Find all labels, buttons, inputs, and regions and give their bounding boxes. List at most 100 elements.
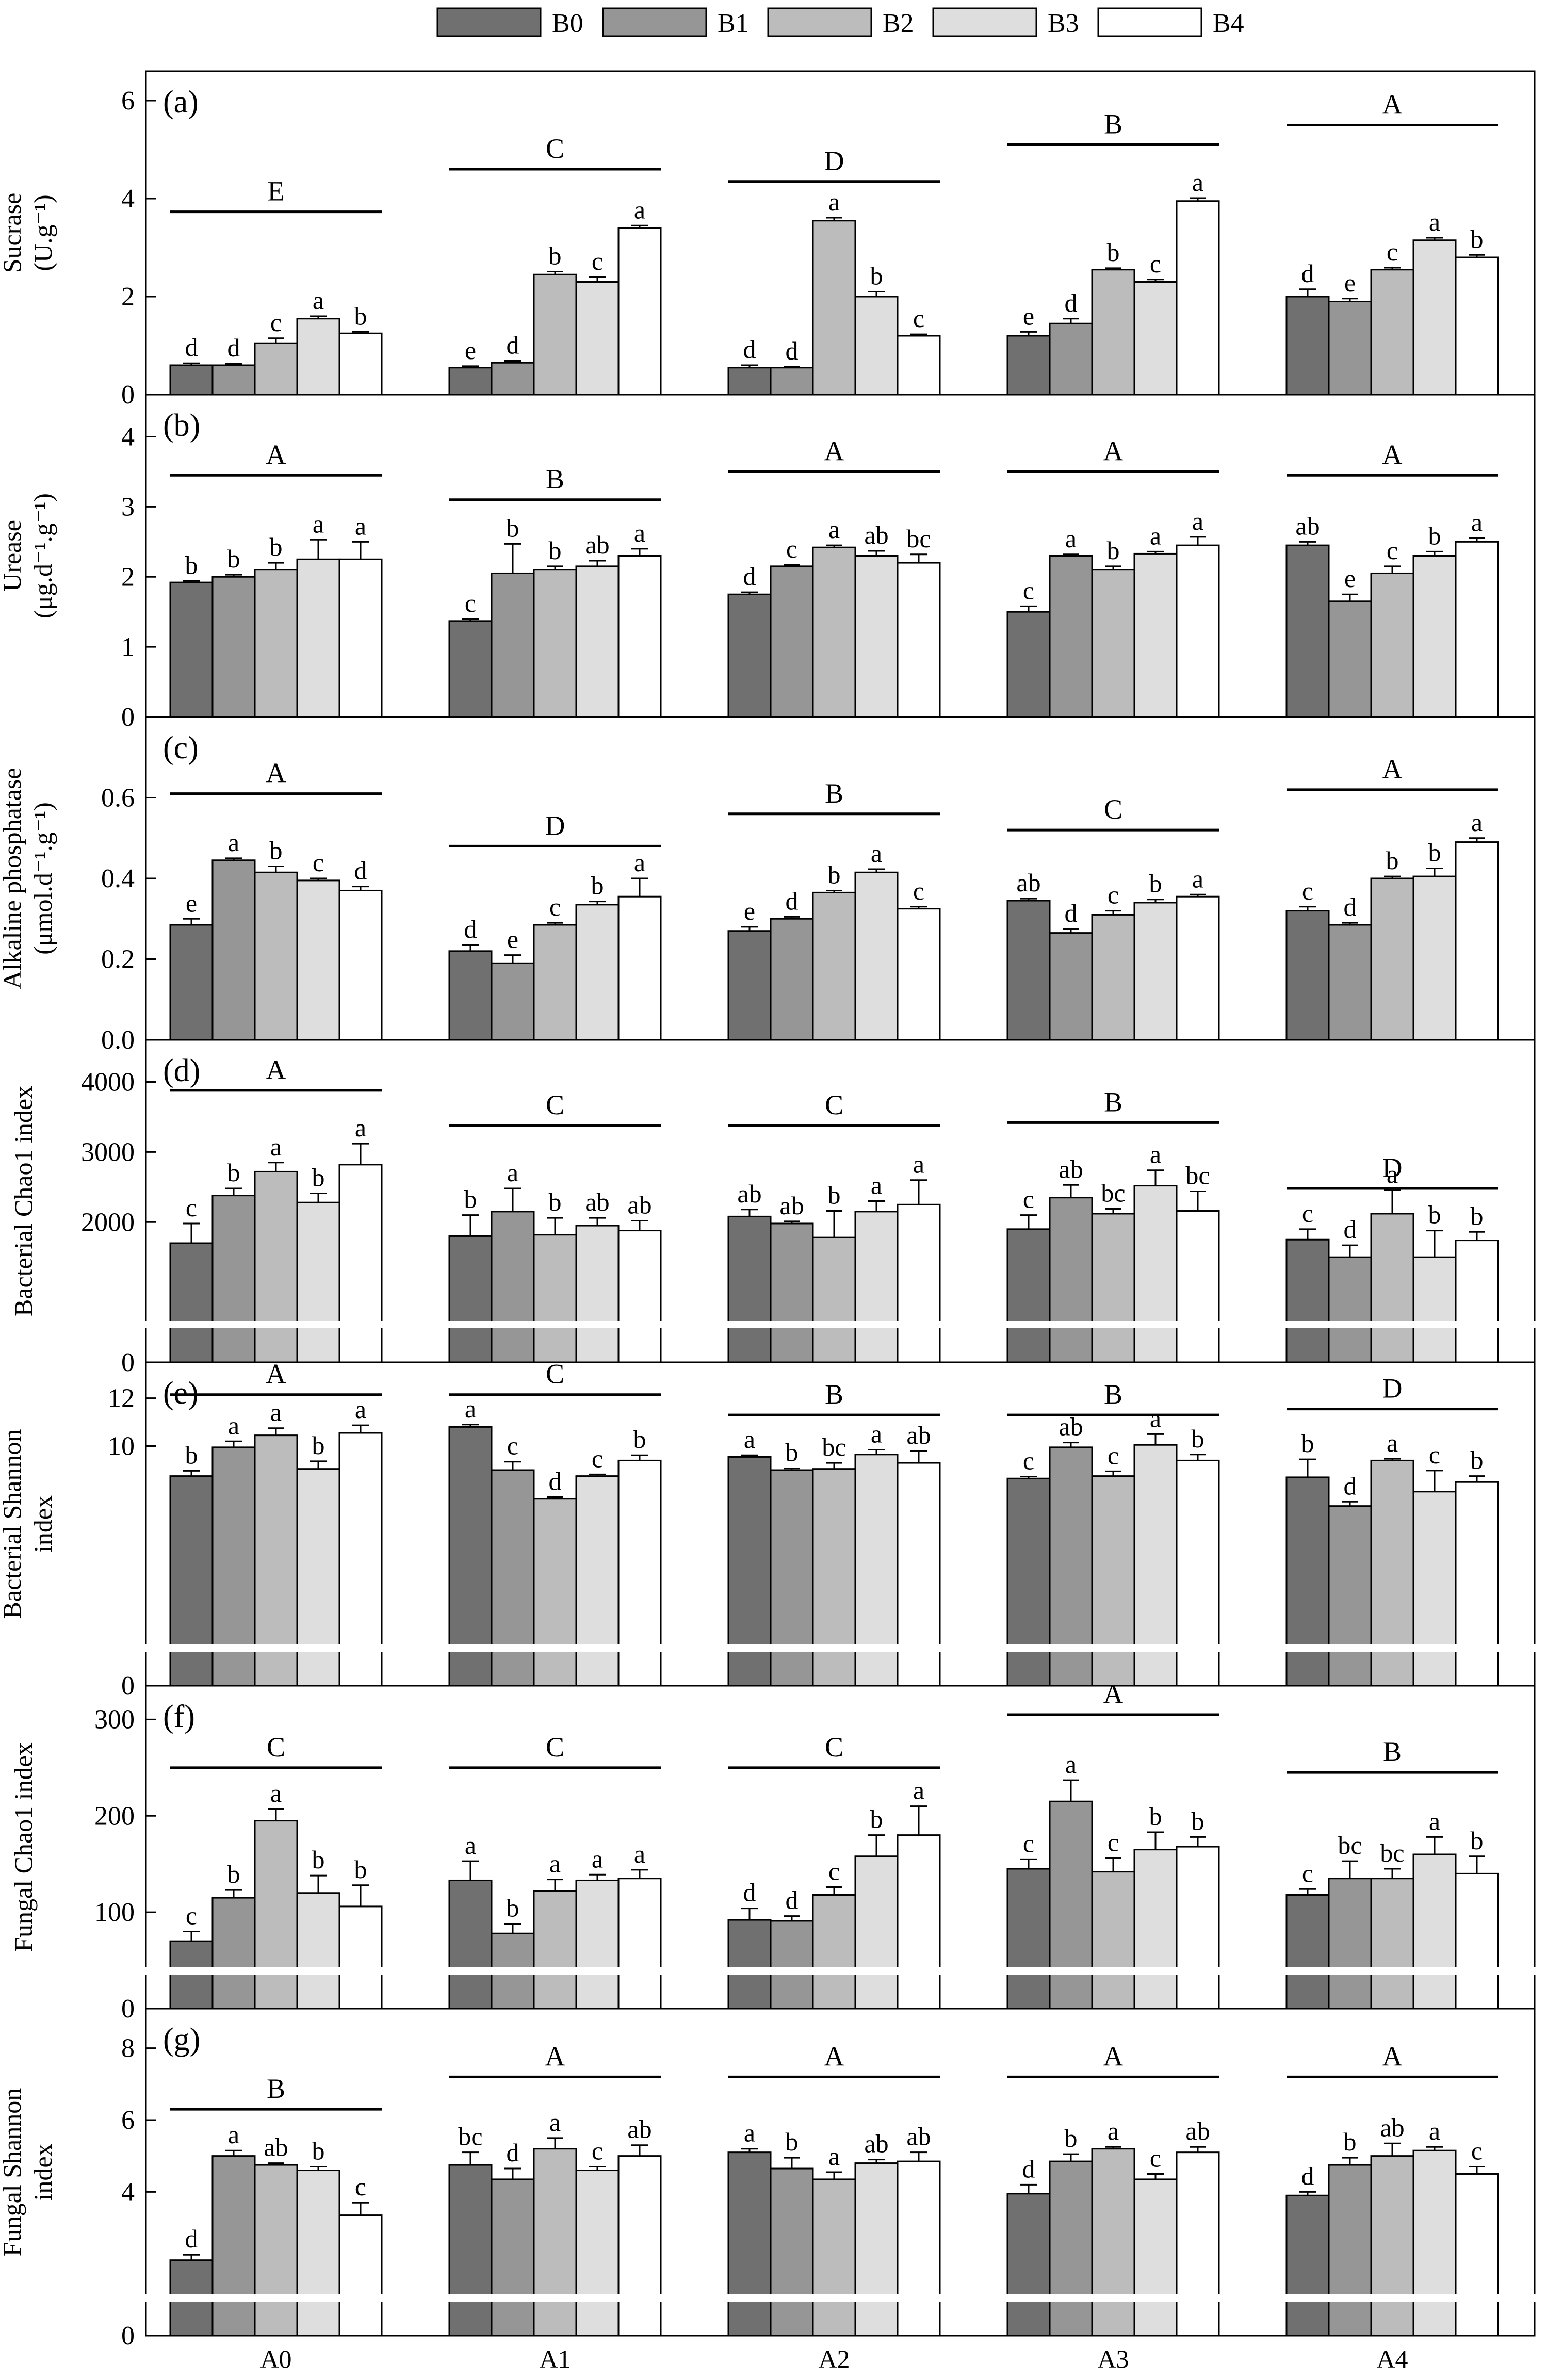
bar-letter: b [1386,846,1399,875]
bar-letter: bc [1380,1838,1404,1867]
bar-a0-b3 [296,318,340,396]
bar-a1-b0 [448,1426,493,1687]
bar-a0-b1 [211,364,256,396]
x-category-label-a2: A2 [818,2344,850,2373]
bar-letter: a [1387,1160,1398,1188]
bar-a4-b0 [1285,544,1330,718]
y-axis-label: index [28,2143,57,2200]
bar-letter: c [592,1444,603,1473]
bar-letter: a [634,518,645,547]
bar-letter: b [354,1855,367,1884]
group-letter: A [824,2041,844,2072]
bar-a1-b2 [533,1498,577,1687]
bar-a2-b2 [812,546,856,718]
group-letter: B [825,778,843,809]
y-tick-label: 4 [121,422,135,452]
bar-letter: ab [906,2122,931,2151]
bar-a4-b0 [1285,1238,1330,1363]
bar-letter: b [1301,1429,1314,1458]
bar-letter: c [270,308,282,337]
legend-label-b0: B0 [552,9,583,38]
panel-tag: (e) [163,1376,199,1411]
bar-letter: c [313,848,324,877]
bar-letter: c [1302,876,1313,905]
y-tick-label: 0 [121,703,135,732]
bar-a3-b3 [1133,552,1178,718]
bar-a0-b4 [338,558,383,718]
legend-swatch-b0 [436,7,542,37]
bar-letter: a [507,1158,518,1187]
bar-letter: d [507,2138,519,2167]
bar-a4-b0 [1285,1476,1330,1687]
bar-a2-b2 [812,1894,856,2010]
y-tick-label: 2 [121,562,135,592]
y-tick-label: 100 [94,1898,135,1927]
y-tick-label: 3000 [81,1137,135,1167]
group-letter: A [824,435,844,466]
bar-a3-b3 [1133,902,1178,1041]
y-axis-label: (μmol.d⁻¹.g⁻¹) [28,802,57,955]
y-tick-label: 1 [121,632,135,662]
bar-a4-b3 [1412,875,1457,1041]
bar-letter: a [1150,521,1161,550]
bar-a0-b0 [169,581,214,718]
bar-letter: d [507,330,519,359]
bar-letter: b [354,301,367,330]
bar-a2-b4 [897,335,941,396]
bar-letter: a [313,509,324,538]
bar-a1-b4 [617,2155,662,2337]
bar-a2-b2 [812,220,856,396]
bar-a2-b2 [812,891,856,1041]
bar-letter: a [313,286,324,315]
group-letter: A [266,1359,286,1390]
bar-letter: b [312,1431,325,1460]
panel-tag: (b) [163,408,200,443]
bar-letter: b [1471,1201,1484,1230]
bar-a3-b2 [1091,569,1135,718]
y-axis-label: (U.g⁻¹) [28,194,57,271]
y-tick-label: 0 [121,1994,135,2024]
group-letter: A [1382,2041,1403,2072]
bar-a4-b4 [1455,2173,1499,2337]
bar-a1-b0 [448,2164,493,2337]
bar-letter: d [743,335,756,364]
bar-letter: c [913,876,924,905]
bar-a0-b1 [211,2155,256,2337]
bar-letter: c [549,892,561,921]
bar-a2-b4 [897,562,941,718]
bar-letter: c [1471,2137,1483,2165]
legend-item-b2: B2 [767,7,914,38]
bar-a1-b2 [533,273,577,396]
bar-letter: c [186,1901,197,1930]
bar-a0-b1 [211,1195,256,1363]
bar-letter: b [1428,838,1441,867]
bar-letter: a [270,1398,282,1427]
bar-letter: b [464,1185,477,1214]
bar-letter: d [1065,899,1078,927]
bar-a3-b1 [1049,932,1093,1041]
bar-a2-b4 [897,1462,941,1687]
bar-a2-b0 [727,930,772,1041]
bar-letter: b [549,241,562,270]
bar-a2-b1 [770,1920,814,2010]
bar-a1-b1 [491,1469,535,1687]
bar-a2-b4 [897,1834,941,2010]
bar-a4-b1 [1328,2164,1372,2337]
bar-letter: b [828,1181,841,1210]
bar-letter: d [354,856,367,885]
bar-letter: e [465,336,476,365]
panel-tag: (d) [163,1053,200,1088]
legend-label-b2: B2 [883,9,914,38]
bar-a3-b0 [1006,1228,1051,1363]
bar-a0-b4 [338,1432,383,1687]
bar-letter: c [592,2137,603,2165]
bar-letter: b [549,1187,562,1216]
bar-a1-b4 [617,1878,662,2010]
bar-a0-b2 [254,871,298,1041]
bar-a4-b4 [1455,1240,1499,1363]
y-tick-label: 0.6 [101,784,135,813]
x-category-label-a3: A3 [1097,2344,1129,2373]
group-letter: C [267,1732,285,1763]
panel-c: 0.0 0.2 0.4 0.6 Alkaline phosphatase (μmol.d⁻… [0,716,1536,1055]
